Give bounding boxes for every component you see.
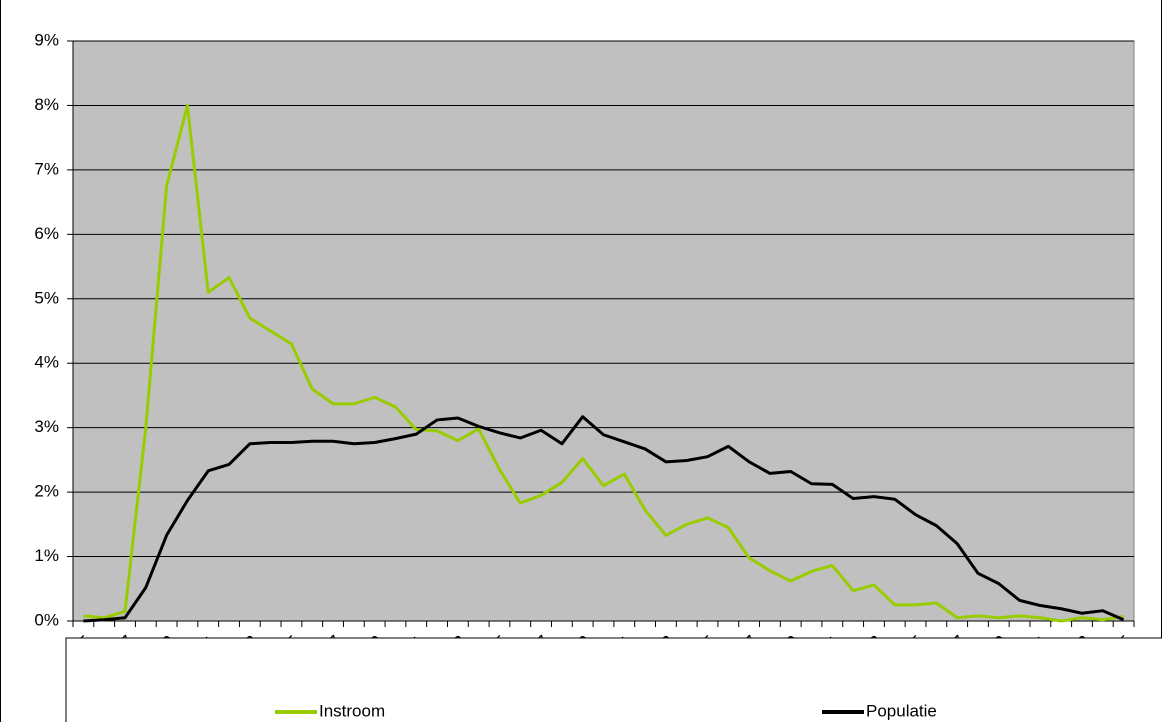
y-tick-label: 4% bbox=[34, 353, 59, 372]
y-tick-label: 2% bbox=[34, 482, 59, 501]
y-tick-label: 1% bbox=[34, 546, 59, 565]
y-tick-label: 6% bbox=[34, 224, 59, 243]
legend-label: Populatie bbox=[866, 701, 937, 720]
y-tick-label: 3% bbox=[34, 417, 59, 436]
y-tick-label: 5% bbox=[34, 288, 59, 307]
legend-box bbox=[65, 637, 1162, 722]
y-tick-label: 0% bbox=[34, 610, 59, 629]
legend-label: Instroom bbox=[319, 701, 385, 720]
series-line bbox=[83, 415, 1125, 623]
plot-area bbox=[72, 40, 1135, 622]
series-line bbox=[83, 103, 1124, 623]
y-tick-label: 8% bbox=[34, 95, 59, 114]
y-tick-label: 9% bbox=[34, 30, 59, 49]
y-tick-label: 7% bbox=[34, 159, 59, 178]
